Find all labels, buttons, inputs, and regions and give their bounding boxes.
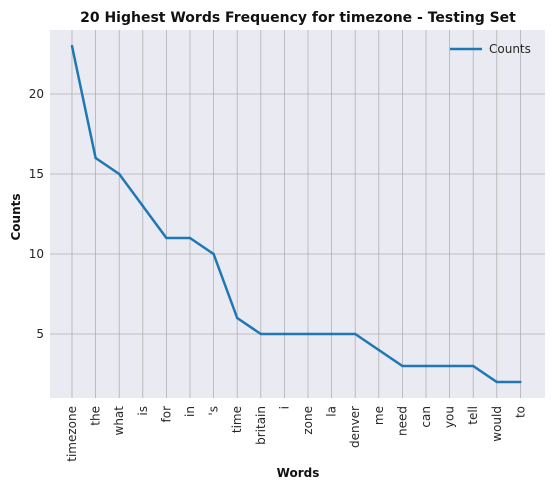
plot-area bbox=[50, 30, 545, 398]
x-tick-label: need bbox=[395, 406, 409, 436]
x-tick-label: would bbox=[490, 406, 504, 442]
y-tick-label: 20 bbox=[29, 87, 44, 101]
y-tick-label: 15 bbox=[29, 167, 44, 181]
data-point bbox=[142, 205, 144, 207]
data-point bbox=[425, 365, 427, 367]
y-tick-label: 5 bbox=[36, 327, 44, 341]
x-tick-label: what bbox=[112, 406, 126, 436]
x-tick-label: me bbox=[372, 406, 386, 425]
data-point bbox=[189, 237, 191, 239]
x-tick-label: time bbox=[230, 406, 244, 433]
data-point bbox=[401, 365, 403, 367]
x-tick-label: the bbox=[89, 406, 103, 426]
x-axis-label: Words bbox=[277, 466, 320, 480]
x-tick-label: britain bbox=[254, 406, 268, 445]
x-tick-label: can bbox=[419, 406, 433, 428]
x-tick-label: zone bbox=[301, 406, 315, 435]
data-point bbox=[496, 381, 498, 383]
data-point bbox=[236, 317, 238, 319]
x-tick-label: tell bbox=[466, 406, 480, 425]
data-point bbox=[519, 381, 521, 383]
chart-title: 20 Highest Words Frequency for timezone … bbox=[80, 10, 516, 26]
x-tick-label: to bbox=[513, 406, 527, 418]
data-point bbox=[330, 333, 332, 335]
x-tick-label: la bbox=[325, 406, 339, 417]
data-point bbox=[354, 333, 356, 335]
data-point bbox=[118, 173, 120, 175]
x-tick-label: denver bbox=[348, 406, 362, 448]
data-point bbox=[71, 45, 73, 47]
legend-label: Counts bbox=[489, 42, 531, 56]
x-tick-label: i bbox=[277, 406, 291, 409]
y-tick-label: 10 bbox=[29, 247, 44, 261]
data-point bbox=[165, 237, 167, 239]
x-tick-label: in bbox=[183, 406, 197, 417]
y-axis-label: Counts bbox=[9, 193, 23, 240]
data-point bbox=[94, 157, 96, 159]
y-axis-ticks: 5 10 15 20 bbox=[29, 87, 44, 341]
data-point bbox=[212, 253, 214, 255]
x-tick-label: for bbox=[159, 406, 173, 423]
x-tick-label: is bbox=[136, 406, 150, 416]
data-point bbox=[378, 349, 380, 351]
x-tick-label: 's bbox=[207, 406, 221, 416]
data-point bbox=[472, 365, 474, 367]
data-point bbox=[307, 333, 309, 335]
x-axis-ticks: timezone the what is for in 's time britain i zone… bbox=[65, 406, 527, 462]
data-point bbox=[260, 333, 262, 335]
x-tick-label: you bbox=[443, 406, 457, 428]
x-tick-label: timezone bbox=[65, 406, 79, 462]
data-point bbox=[283, 333, 285, 335]
data-point bbox=[448, 365, 450, 367]
